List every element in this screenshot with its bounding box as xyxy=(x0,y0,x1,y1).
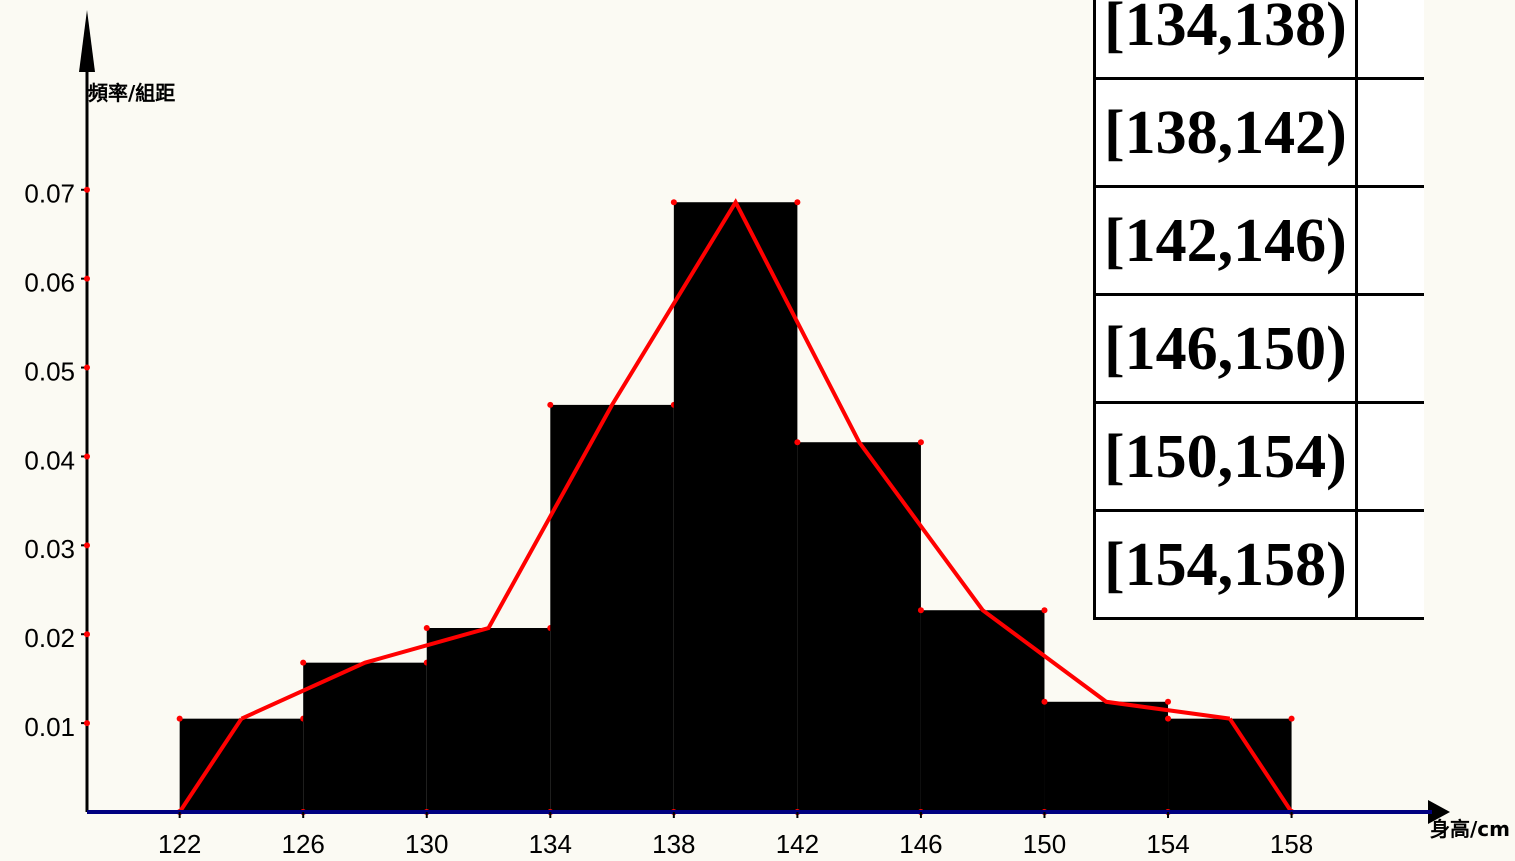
interval-cell: [142,146) xyxy=(1093,185,1358,296)
tick-dot xyxy=(84,186,90,193)
interval-cell: [138,142) xyxy=(1093,77,1358,188)
empty-cell xyxy=(1354,77,1424,188)
corner-dot xyxy=(917,607,924,614)
empty-cell xyxy=(1354,185,1424,296)
y-tick-label: 0.02 xyxy=(24,623,75,653)
x-tick-label: 150 xyxy=(1023,829,1066,859)
y-tick-label: 0.06 xyxy=(24,268,75,298)
polygon-end xyxy=(1228,717,1294,814)
x-tick-label: 122 xyxy=(158,829,201,859)
y-arrow xyxy=(79,10,95,72)
interval-cell: [146,150) xyxy=(1093,293,1358,404)
interval-cell: [154,158) xyxy=(1093,509,1358,620)
x-tick-label: 126 xyxy=(282,829,325,859)
x-tick-label: 158 xyxy=(1270,829,1313,859)
corner-dot xyxy=(1165,698,1172,705)
table-row: [146,150) xyxy=(1093,293,1424,404)
corner-dot xyxy=(917,439,924,446)
corner-dot xyxy=(423,625,430,631)
tick-dot xyxy=(84,631,90,638)
corner-dot xyxy=(670,199,677,206)
bar xyxy=(673,202,798,812)
y-tick-label: 0.05 xyxy=(24,356,75,386)
corner-dot xyxy=(176,715,183,722)
empty-cell xyxy=(1354,509,1424,620)
y-tick-label: 0.07 xyxy=(24,179,75,209)
polygon-end xyxy=(177,717,244,814)
empty-cell xyxy=(1354,293,1424,404)
bar xyxy=(1168,718,1292,812)
corner-dot xyxy=(794,199,801,206)
corner-dot xyxy=(300,659,307,666)
bar xyxy=(797,442,921,812)
frequency-polygon xyxy=(240,198,1231,721)
table-row: [150,154) xyxy=(1093,401,1424,512)
table-row: [138,142) xyxy=(1093,77,1424,188)
empty-cell xyxy=(1354,0,1424,80)
y-tick-label: 0.01 xyxy=(24,712,75,742)
corner-dot xyxy=(1288,715,1295,722)
x-tick-label: 130 xyxy=(405,829,448,859)
table-row: [134,138) xyxy=(1093,0,1424,80)
corner-dot xyxy=(1041,698,1048,705)
bar xyxy=(1044,701,1169,812)
tick-dot xyxy=(84,720,90,727)
interval-cell: [134,138) xyxy=(1093,0,1358,80)
table-row: [142,146) xyxy=(1093,185,1424,296)
table-row: [154,158) xyxy=(1093,509,1424,620)
x-arrow xyxy=(1428,800,1450,824)
x-tick-label: 134 xyxy=(529,829,572,859)
interval-table: [134,138) [138,142) [142,146) [146,150) [150… xyxy=(1093,0,1424,620)
corner-dot xyxy=(1041,607,1048,614)
y-tick-label: 0.03 xyxy=(24,534,75,564)
interval-cell: [150,154) xyxy=(1093,401,1358,512)
tick-dot xyxy=(84,453,90,460)
tick-dot xyxy=(84,542,90,549)
x-tick-label: 138 xyxy=(652,829,695,859)
corner-dot xyxy=(794,439,801,446)
bar xyxy=(179,718,304,812)
empty-cell xyxy=(1354,401,1424,512)
y-axis-label: 頻率/組距 xyxy=(88,81,175,105)
bar xyxy=(303,662,427,812)
x-tick-label: 142 xyxy=(776,829,819,859)
corner-dot xyxy=(1165,715,1172,722)
x-tick-label: 146 xyxy=(899,829,942,859)
x-tick-label: 154 xyxy=(1146,829,1189,859)
corner-dot xyxy=(547,401,554,408)
tick-dot xyxy=(84,364,90,371)
bar xyxy=(920,610,1045,812)
y-tick-label: 0.04 xyxy=(24,445,75,475)
bar xyxy=(426,628,551,812)
bar xyxy=(550,404,674,812)
x-axis-label: 身高/cm xyxy=(1430,817,1510,841)
tick-dot xyxy=(84,275,90,282)
